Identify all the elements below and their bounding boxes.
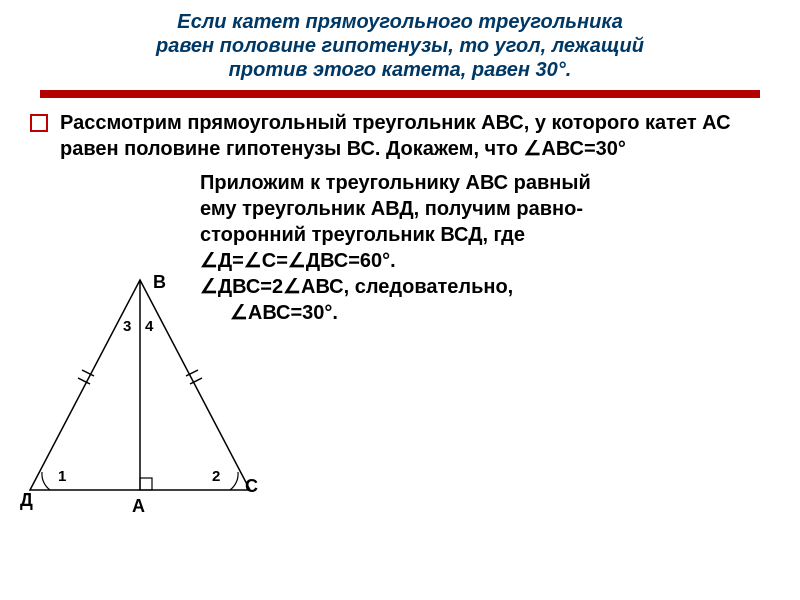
angle-3-label: 3 (123, 318, 131, 335)
vertex-c-label: С (245, 476, 258, 497)
angle-arc-2 (230, 472, 238, 490)
title-line-3: против этого катета, равен 30°. (50, 58, 750, 82)
angle-1-label: 1 (58, 468, 66, 485)
title-line-2: равен половине гипотенузы, то угол, лежа… (50, 34, 750, 58)
paragraph-2: Приложим к треугольнику АВС равный (60, 170, 760, 196)
angle-arc-1 (42, 472, 50, 490)
angle-2-label: 2 (212, 468, 220, 485)
right-angle-icon (140, 478, 152, 490)
angle-4-label: 4 (145, 318, 153, 335)
triangle-svg (20, 260, 260, 520)
slide-title: Если катет прямоугольного треугольника р… (0, 0, 800, 82)
title-underline (40, 90, 760, 98)
paragraph-3: ему треугольник АВД, получим равно- (60, 196, 760, 222)
triangle-figure: В Д С А 1 2 3 4 (20, 260, 260, 520)
vertex-a-label: А (132, 496, 145, 517)
bullet-icon (30, 114, 48, 132)
vertex-b-label: В (153, 272, 166, 293)
vertex-d-label: Д (20, 490, 33, 511)
paragraph-1: Рассмотрим прямоугольный треугольник АВС… (60, 110, 760, 162)
title-line-1: Если катет прямоугольного треугольника (50, 10, 750, 34)
paragraph-4: сторонний треугольник ВСД, где (60, 222, 760, 248)
